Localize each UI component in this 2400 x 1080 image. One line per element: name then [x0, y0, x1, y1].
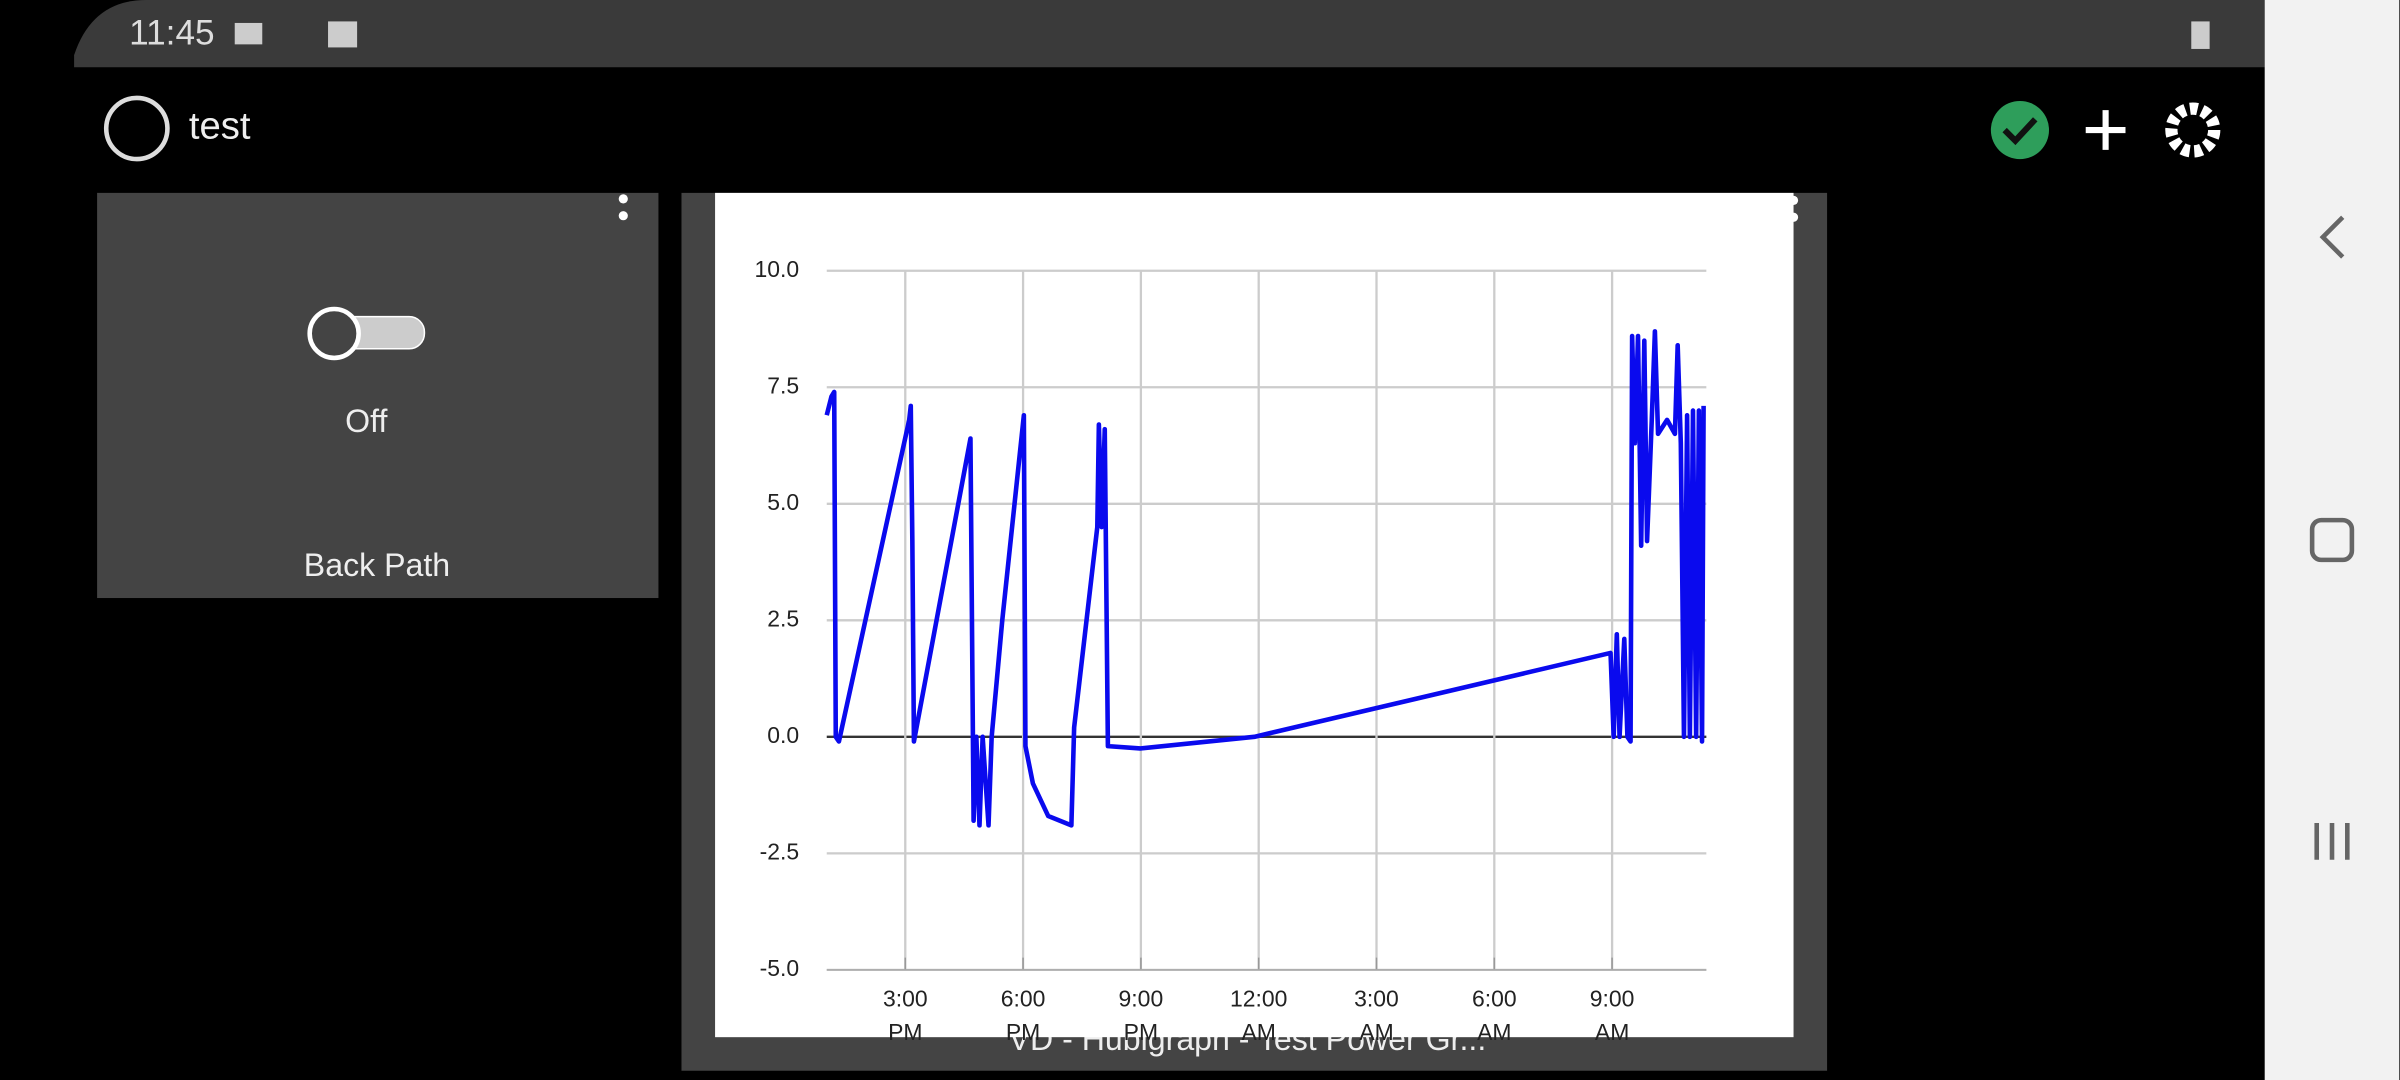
x-tick-label: AM [1241, 1019, 1275, 1045]
battery-icon [2191, 21, 2210, 49]
y-tick-label: 10.0 [755, 256, 800, 282]
y-tick-label: 0.0 [767, 722, 799, 748]
tile-type: Switch [321, 165, 411, 199]
add-button[interactable] [2085, 110, 2126, 150]
back-button[interactable] [2319, 215, 2345, 259]
tile-label: Back Path [304, 547, 450, 583]
switch-state: Off [345, 403, 387, 439]
x-tick-label: 3:00 [883, 986, 928, 1012]
mail-icon [234, 22, 263, 45]
toggle-knob [307, 306, 361, 361]
clock: 11:45 [129, 13, 214, 52]
recents-button[interactable] [2314, 823, 2350, 860]
x-tick-label: PM [1006, 1019, 1040, 1045]
y-tick-label: 7.5 [767, 372, 799, 398]
x-tick-label: PM [1124, 1019, 1158, 1045]
y-tick-label: 5.0 [767, 489, 799, 515]
graph-tile: VD - Hubigraph - Test Power Gr... -5.0-2… [681, 192, 1828, 1071]
graph-menu[interactable] [1788, 195, 1799, 205]
status-ok-icon[interactable] [1990, 100, 2050, 160]
settings-button[interactable] [2165, 102, 2221, 158]
y-tick-label: -5.0 [760, 955, 800, 981]
x-tick-label: 3:00 [1354, 986, 1399, 1012]
status-bar [74, 0, 2265, 68]
y-tick-label: -2.5 [760, 838, 800, 864]
app-title: test [189, 105, 251, 148]
x-tick-label: 12:00 [1230, 986, 1287, 1012]
tile-menu[interactable] [618, 194, 628, 204]
check-mark [2002, 117, 2038, 146]
x-tick-label: 9:00 [1119, 986, 1164, 1012]
x-tick-label: AM [1359, 1019, 1393, 1045]
x-tick-label: 9:00 [1590, 986, 1635, 1012]
image-icon [328, 21, 358, 48]
tile-bg [97, 192, 659, 599]
home-button[interactable] [2309, 517, 2355, 563]
app-logo[interactable] [103, 95, 170, 162]
x-tick-label: PM [888, 1019, 922, 1045]
y-tick-label: 2.5 [767, 605, 799, 631]
tile-menu-dot [618, 211, 628, 221]
graph-menu-dot [1788, 212, 1799, 222]
data-line [824, 329, 1706, 828]
x-tick-label: AM [1595, 1019, 1629, 1045]
x-tick-label: AM [1477, 1019, 1511, 1045]
x-tick-label: 6:00 [1001, 986, 1046, 1012]
plot: -5.0 -2.5 0.0 2.5 5.0 7.5 10.0 3:00 PM 6:00 PM 9:00… [755, 256, 1707, 1045]
nav-bar [2264, 0, 2400, 1080]
chart-area [715, 192, 1794, 1038]
x-tick-label: 6:00 [1472, 986, 1517, 1012]
switch-tile[interactable]: Switch Off Back Path [97, 165, 659, 599]
